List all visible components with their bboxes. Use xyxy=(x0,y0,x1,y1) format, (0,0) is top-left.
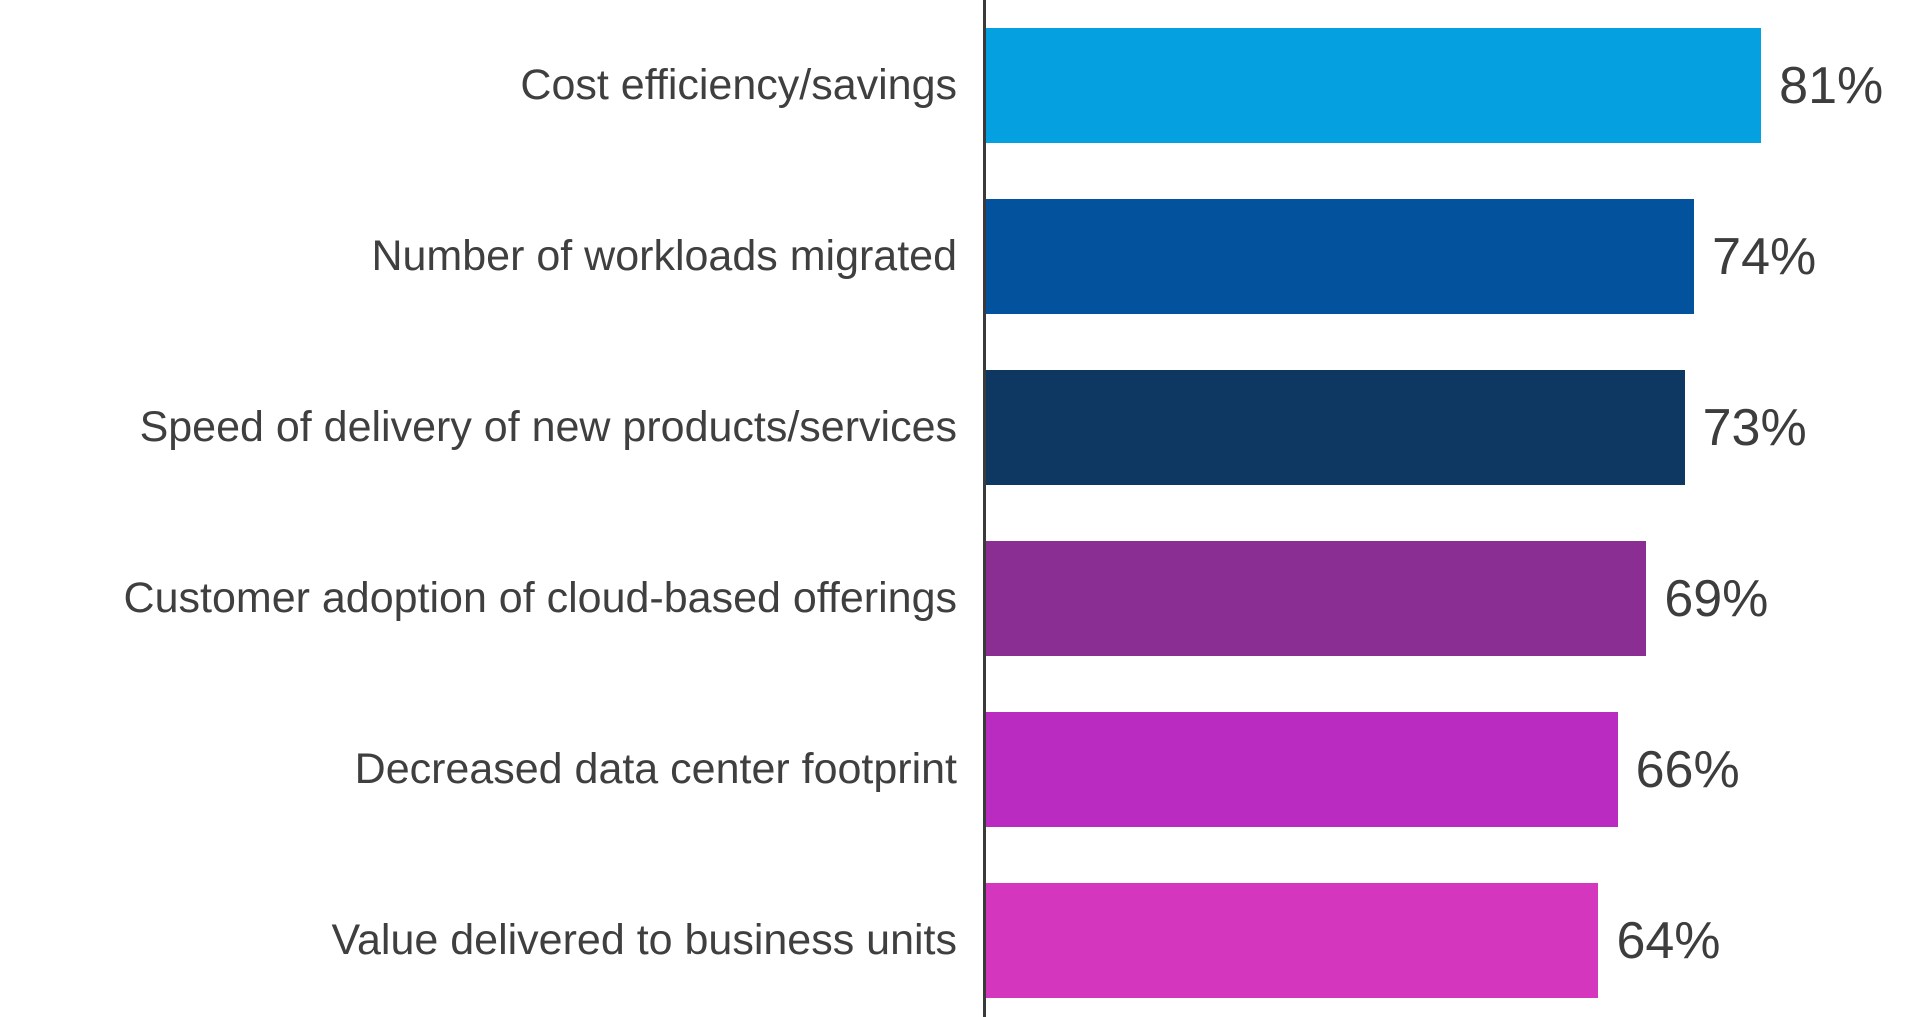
category-label: Decreased data center footprint xyxy=(354,745,957,793)
value-label: 73% xyxy=(1702,398,1807,457)
value-label: 66% xyxy=(1635,740,1740,799)
category-label: Value delivered to business units xyxy=(331,916,957,964)
bar-area: 64% xyxy=(986,883,1917,998)
bar xyxy=(986,28,1762,143)
category-label: Cost efficiency/savings xyxy=(520,61,957,109)
bar xyxy=(986,370,1685,485)
bar-area: 66% xyxy=(986,712,1917,827)
bar xyxy=(986,541,1647,656)
category-label: Number of workloads migrated xyxy=(371,232,957,280)
category-label: Speed of delivery of new products/servic… xyxy=(139,403,957,451)
bar-row: Customer adoption of cloud-based offerin… xyxy=(0,541,1917,656)
y-axis-line xyxy=(983,0,986,1017)
bar-row: Speed of delivery of new products/servic… xyxy=(0,370,1917,485)
bar xyxy=(986,712,1618,827)
bar-area: 69% xyxy=(986,541,1917,656)
value-label: 64% xyxy=(1616,911,1721,970)
bar-area: 74% xyxy=(986,199,1917,314)
value-label: 74% xyxy=(1712,227,1817,286)
bar-area: 81% xyxy=(986,28,1917,143)
bar-row: Number of workloads migrated 74% xyxy=(0,199,1917,314)
bar-row: Value delivered to business units 64% xyxy=(0,883,1917,998)
bar xyxy=(986,883,1599,998)
value-label: 69% xyxy=(1664,569,1769,628)
value-label: 81% xyxy=(1779,56,1884,115)
category-label: Customer adoption of cloud-based offerin… xyxy=(123,574,957,622)
bar-area: 73% xyxy=(986,370,1917,485)
bar-row: Cost efficiency/savings 81% xyxy=(0,28,1917,143)
bar xyxy=(986,199,1695,314)
bar-rows-container: Cost efficiency/savings 81% Number of work… xyxy=(0,28,1917,998)
bar-row: Decreased data center footprint 66% xyxy=(0,712,1917,827)
